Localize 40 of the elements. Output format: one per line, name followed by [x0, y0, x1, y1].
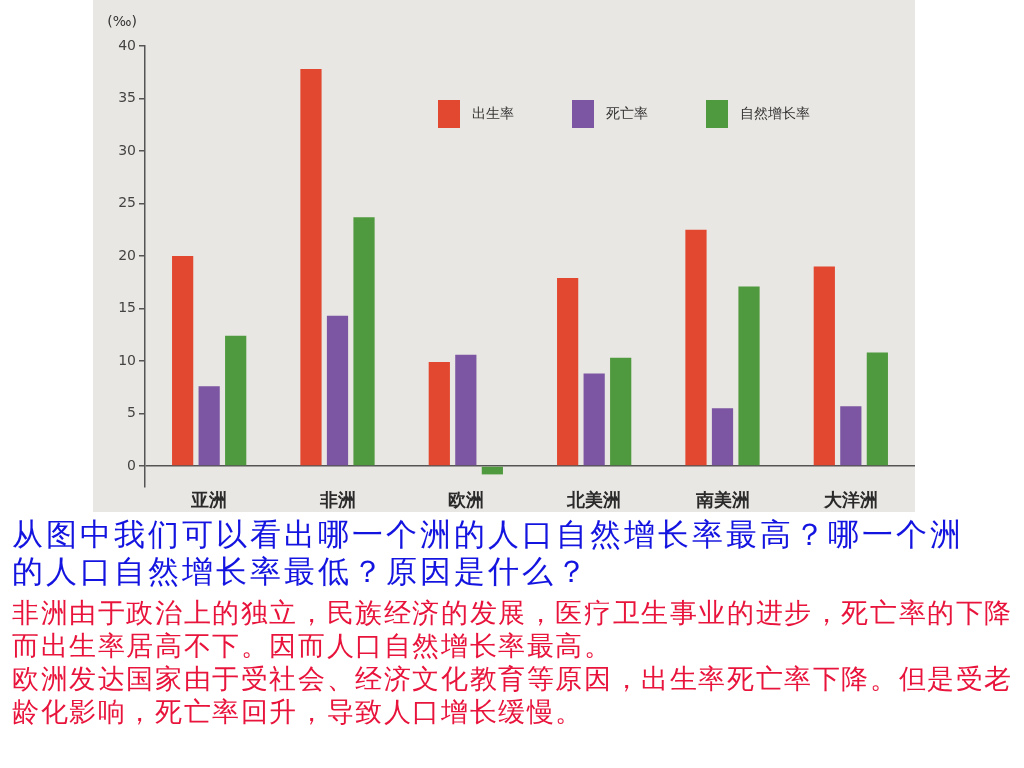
bar	[840, 406, 862, 466]
x-tick-label: 大洋洲	[822, 489, 878, 511]
x-tick-label: 欧洲	[447, 489, 484, 511]
x-tick-label: 北美洲	[566, 489, 622, 511]
y-tick-label: 10	[118, 351, 136, 368]
bar	[353, 217, 375, 466]
bar	[610, 357, 632, 466]
text: 从图中我们可以看出哪一个洲的人口自然增长率最高？哪一个洲的人口自然增长率最低？原因是什么？	[12, 516, 965, 590]
text: 欧洲发达国家由于受社会、经济文化教育等原因，出生率死亡率下降。但是受老龄化影响，死亡率回升，导致人口增长缓慢。	[12, 662, 1014, 728]
y-tick-label: 5	[127, 404, 136, 421]
x-tick-label: 南美洲	[694, 489, 750, 511]
legend-label: 出生率	[472, 105, 515, 123]
bar	[225, 335, 247, 466]
y-tick-label: 20	[118, 246, 136, 263]
y-tick-label: 15	[118, 299, 136, 316]
y-axis-title: (‰)	[107, 12, 137, 29]
bar	[172, 256, 194, 466]
bar	[813, 266, 835, 466]
bar	[326, 315, 349, 466]
y-tick-label: 40	[118, 36, 136, 53]
bar	[481, 466, 503, 475]
bar	[557, 278, 579, 466]
y-tick-label: 35	[118, 89, 136, 106]
bar	[428, 362, 450, 466]
bar	[738, 286, 760, 466]
x-tick-label: 非洲	[318, 489, 356, 511]
bar	[711, 408, 734, 466]
bar	[685, 229, 707, 466]
text: 非洲由于政治上的独立，民族经济的发展，医疗卫生事业的进步，死亡率的下降而出生率居高不下。因而人口自然增长率最高。	[12, 596, 1014, 662]
legend-label: 死亡率	[606, 105, 649, 123]
legend-label: 自然增长率	[740, 105, 811, 123]
bar	[455, 354, 477, 466]
bar	[300, 69, 322, 466]
bar	[583, 373, 605, 466]
x-tick-label: 亚洲	[190, 489, 228, 511]
y-tick-label: 30	[118, 141, 136, 158]
y-tick-label: 25	[118, 194, 136, 211]
y-tick-label: 0	[127, 456, 136, 473]
bar	[198, 386, 220, 466]
bar	[866, 352, 888, 466]
